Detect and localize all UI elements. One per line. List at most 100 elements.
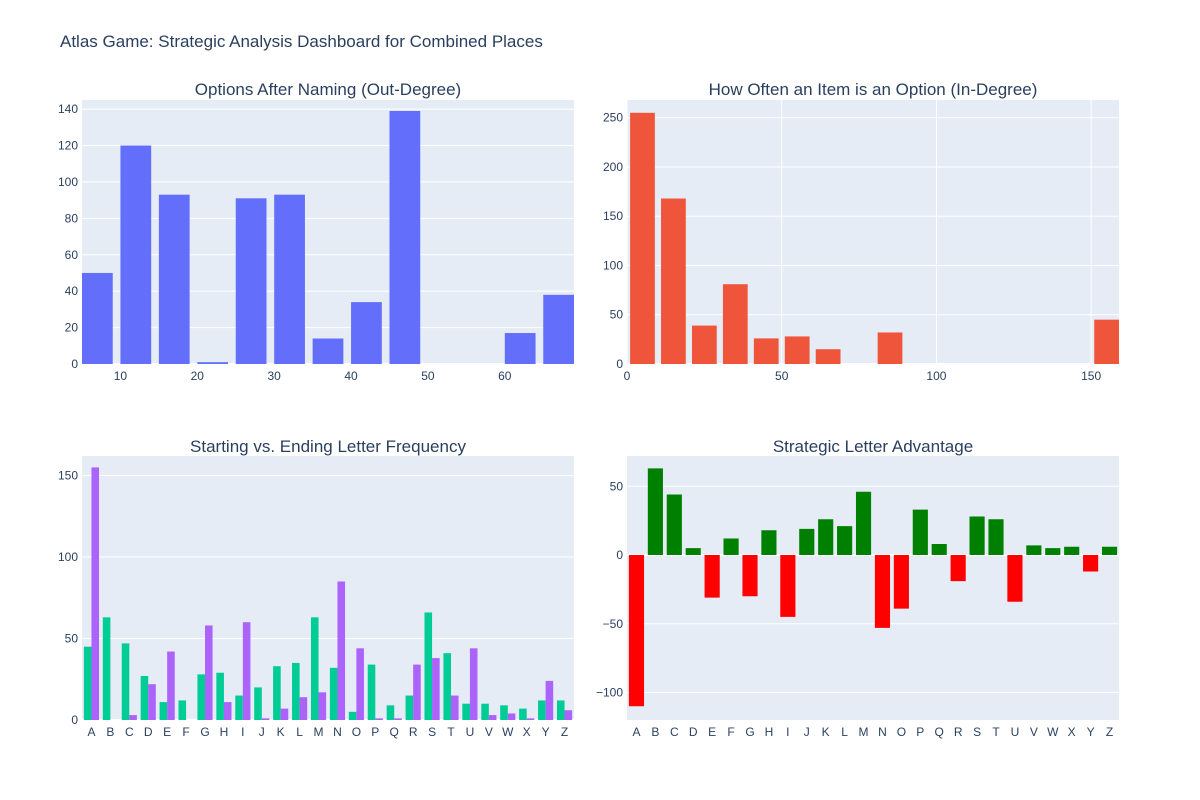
start-frequency-bar bbox=[538, 700, 546, 720]
x-tick-label: C bbox=[125, 725, 134, 739]
plot-area bbox=[627, 456, 1119, 720]
bar bbox=[722, 284, 748, 364]
end-frequency-bar bbox=[507, 713, 516, 720]
end-frequency-bar bbox=[545, 680, 554, 720]
x-tick-label: Q bbox=[390, 725, 399, 739]
start-frequency-bar bbox=[424, 612, 433, 720]
x-tick-label: X bbox=[1068, 725, 1076, 739]
start-frequency-bar bbox=[386, 705, 395, 720]
x-tick-label: I bbox=[241, 725, 244, 739]
bar bbox=[351, 302, 382, 364]
x-tick-label: T bbox=[447, 725, 455, 739]
x-tick-label: V bbox=[485, 725, 493, 739]
y-tick-label: 0 bbox=[71, 357, 78, 371]
y-tick-label: 40 bbox=[65, 284, 79, 298]
x-tick-label: 0 bbox=[624, 369, 631, 383]
start-frequency-bar bbox=[310, 617, 319, 720]
start-frequency-bar bbox=[292, 662, 300, 720]
letter-frequency-chart: 0 50 100 150 A B C D E F G H I J K L M N O P Q R S T U V W X Y Z bbox=[58, 456, 574, 739]
x-tick-label: Q bbox=[935, 725, 944, 739]
x-tick-label: N bbox=[333, 725, 342, 739]
x-tick-label: W bbox=[502, 725, 514, 739]
end-frequency-bar bbox=[223, 702, 232, 720]
x-tick-label: I bbox=[786, 725, 789, 739]
y-tick-label: 0 bbox=[616, 548, 623, 562]
x-tick-label: R bbox=[954, 725, 963, 739]
x-tick-label: S bbox=[973, 725, 981, 739]
x-tick-label: U bbox=[1011, 725, 1020, 739]
x-tick-label: Y bbox=[1087, 725, 1095, 739]
y-tick-label: −100 bbox=[596, 686, 623, 700]
bar bbox=[784, 336, 810, 364]
advantage-bar-negative bbox=[893, 555, 909, 609]
x-tick-label: Z bbox=[561, 725, 568, 739]
start-frequency-bar bbox=[254, 687, 262, 720]
advantage-bar-positive bbox=[761, 530, 777, 555]
y-tick-label: 50 bbox=[65, 632, 79, 646]
advantage-bar-positive bbox=[1064, 546, 1080, 555]
y-tick-label: 60 bbox=[65, 248, 79, 262]
x-tick-label: A bbox=[87, 725, 95, 739]
end-frequency-bar bbox=[356, 648, 364, 720]
end-frequency-bar bbox=[242, 622, 251, 720]
x-tick-label: S bbox=[428, 725, 436, 739]
x-tick-label: V bbox=[1030, 725, 1038, 739]
end-frequency-bar bbox=[261, 718, 270, 720]
advantage-bar-positive bbox=[1101, 546, 1118, 555]
x-tick-label: 60 bbox=[498, 369, 512, 383]
x-tick-label: J bbox=[259, 725, 265, 739]
end-frequency-bar bbox=[413, 664, 421, 720]
bar bbox=[504, 333, 536, 364]
bar bbox=[312, 338, 344, 364]
end-frequency-bar bbox=[129, 715, 137, 720]
x-tick-label: F bbox=[182, 725, 189, 739]
x-tick-label: B bbox=[651, 725, 659, 739]
end-frequency-bar bbox=[318, 692, 327, 720]
bar bbox=[158, 194, 190, 364]
advantage-bar-positive bbox=[931, 544, 947, 555]
end-frequency-bar bbox=[280, 708, 289, 720]
out-degree-chart: 0 20 40 60 80 100 120 140 10 20 30 40 50 60 bbox=[58, 100, 574, 383]
y-tick-label: 0 bbox=[71, 713, 78, 727]
x-tick-label: M bbox=[314, 725, 324, 739]
letter-frequency-chart-title: Starting vs. Ending Letter Frequency bbox=[190, 437, 466, 456]
x-tick-label: W bbox=[1047, 725, 1059, 739]
x-tick-label: Y bbox=[542, 725, 550, 739]
advantage-bar-positive bbox=[799, 528, 815, 555]
bar bbox=[877, 332, 903, 364]
y-tick-label: −50 bbox=[603, 617, 624, 631]
x-tick-label: D bbox=[144, 725, 153, 739]
x-tick-label: C bbox=[670, 725, 679, 739]
letter-advantage-panel: Strategic Letter Advantage −100 −50 0 50 A B C… bbox=[567, 437, 1129, 750]
advantage-bar-positive bbox=[666, 494, 682, 555]
x-tick-label: O bbox=[897, 725, 906, 739]
y-tick-label: 100 bbox=[58, 550, 78, 564]
advantage-bar-negative bbox=[874, 555, 891, 628]
y-tick-label: 20 bbox=[65, 321, 79, 335]
x-tick-label: P bbox=[371, 725, 379, 739]
bar bbox=[753, 338, 779, 364]
y-tick-label: 50 bbox=[610, 308, 624, 322]
start-frequency-bar bbox=[556, 700, 565, 720]
x-tick-label: G bbox=[200, 725, 209, 739]
out-degree-chart-title: Options After Naming (Out-Degree) bbox=[194, 80, 462, 99]
start-frequency-bar bbox=[235, 695, 243, 720]
end-frequency-bar bbox=[564, 710, 573, 720]
bar bbox=[661, 198, 686, 364]
end-frequency-bar bbox=[469, 648, 478, 720]
x-tick-label: 100 bbox=[926, 369, 946, 383]
x-tick-label: T bbox=[992, 725, 1000, 739]
x-tick-label: R bbox=[409, 725, 418, 739]
advantage-bar-positive bbox=[969, 516, 985, 555]
advantage-bar-negative bbox=[780, 555, 796, 617]
y-tick-label: 80 bbox=[65, 211, 79, 225]
plot-area bbox=[627, 100, 1119, 364]
y-tick-label: 120 bbox=[58, 139, 78, 153]
bar bbox=[274, 194, 305, 364]
in-degree-chart-title: How Often an Item is an Option (In-Degre… bbox=[708, 80, 1038, 99]
bar bbox=[815, 349, 841, 364]
x-tick-label: 150 bbox=[1081, 369, 1101, 383]
start-frequency-bar bbox=[273, 666, 281, 720]
advantage-bar-positive bbox=[818, 519, 834, 555]
letter-frequency-panel: Starting vs. Ending Letter Frequency 0 50… bbox=[22, 437, 584, 750]
